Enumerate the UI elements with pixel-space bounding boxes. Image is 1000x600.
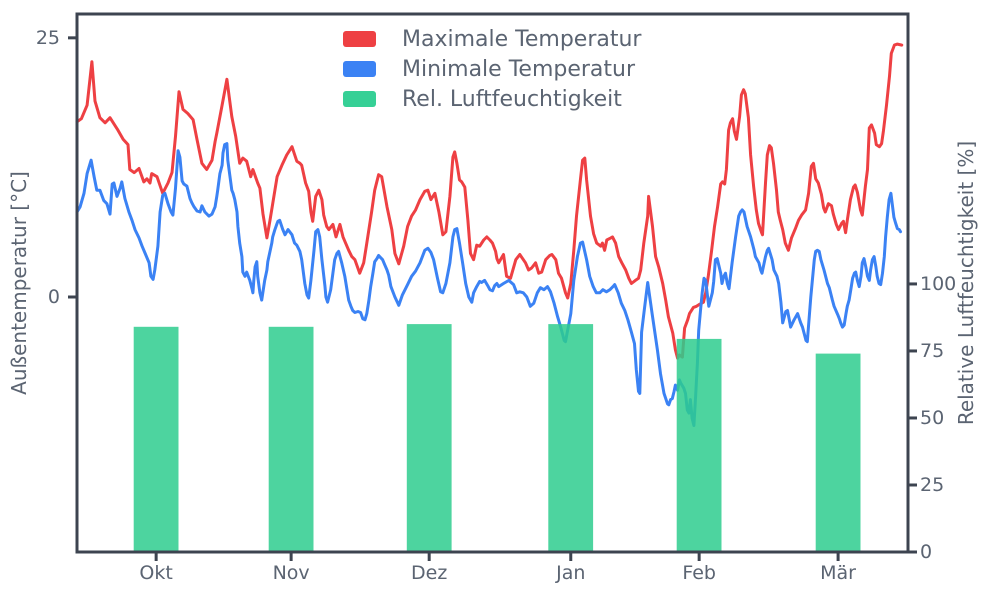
- x-tick-label-okt: Okt: [139, 562, 173, 584]
- legend-label: Rel. Luftfeuchtigkeit: [402, 86, 622, 112]
- x-tick-label-feb: Feb: [682, 562, 716, 584]
- legend-label: Minimale Temperatur: [402, 56, 636, 82]
- left-axis-title: Außentemperatur [°C]: [7, 171, 31, 395]
- legend-entry-min-temp: Minimale Temperatur: [343, 54, 641, 84]
- humidity-bar-jan: [548, 324, 594, 552]
- max-temp-swatch-icon: [343, 31, 376, 47]
- legend-label: Maximale Temperatur: [402, 26, 642, 52]
- x-tick-label-dez: Dez: [411, 562, 448, 584]
- right-tick-label: 100: [920, 272, 957, 295]
- humidity-bar-mär: [815, 353, 861, 552]
- humidity-swatch-icon: [343, 91, 376, 107]
- min-temp-swatch-icon: [343, 61, 376, 77]
- humidity-bar-feb: [676, 338, 722, 552]
- line-max-temperature: [75, 42, 904, 360]
- line-min-temperature: [75, 142, 902, 427]
- x-tick-label-mär: Mär: [820, 562, 856, 584]
- legend-entry-humidity: Rel. Luftfeuchtigkeit: [343, 84, 641, 114]
- humidity-bar-dez: [406, 324, 452, 552]
- legend: Maximale Temperatur Minimale Temperatur …: [343, 24, 641, 114]
- left-tick-label: 25: [35, 26, 60, 49]
- right-tick-label: 50: [920, 406, 945, 429]
- legend-entry-max-temp: Maximale Temperatur: [343, 24, 641, 54]
- right-tick-label: 25: [920, 473, 945, 496]
- x-tick-label-nov: Nov: [272, 562, 310, 584]
- x-tick-label-jan: Jan: [556, 562, 586, 584]
- humidity-bar-nov: [268, 326, 314, 552]
- humidity-bar-okt: [133, 326, 179, 552]
- right-tick-label: 75: [920, 339, 945, 362]
- right-tick-label: 0: [920, 541, 933, 563]
- left-tick-label: 0: [47, 285, 60, 308]
